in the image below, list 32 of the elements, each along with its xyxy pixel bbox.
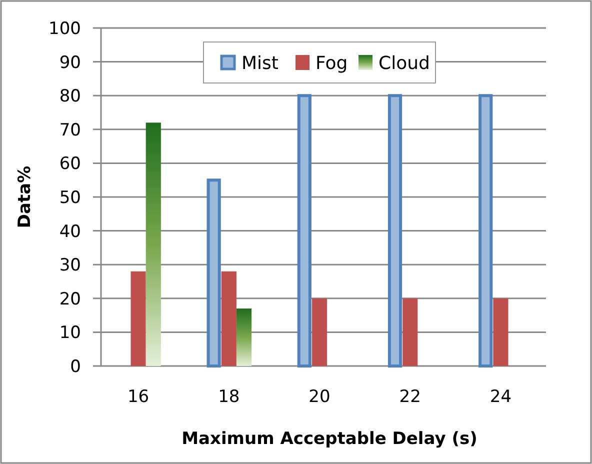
y-tick-label: 70 — [59, 120, 81, 140]
x-tick-label: 20 — [308, 387, 330, 407]
legend-label: Mist — [242, 53, 278, 74]
y-axis-title: Data% — [15, 166, 35, 228]
bar — [297, 94, 312, 368]
bar — [478, 94, 493, 368]
x-tick-label: 18 — [218, 387, 240, 407]
y-tick-label: 100 — [48, 18, 81, 39]
bar — [206, 178, 221, 368]
x-tick-label: 24 — [490, 387, 512, 407]
y-tick-label: 40 — [59, 222, 81, 242]
legend-label: Cloud — [378, 53, 430, 74]
y-tick-label: 50 — [59, 188, 81, 208]
bar — [236, 308, 252, 366]
y-tick-label: 20 — [59, 289, 81, 310]
bar — [312, 298, 328, 366]
y-tick-label: 30 — [59, 256, 81, 276]
bar — [493, 298, 508, 366]
bar — [221, 271, 236, 366]
x-tick-label: 22 — [399, 387, 421, 407]
y-tick-label: 10 — [59, 323, 81, 344]
bar — [402, 298, 418, 366]
y-tick-label: 80 — [59, 86, 81, 107]
bar — [146, 122, 161, 366]
y-tick-label: 90 — [59, 52, 81, 73]
y-tick-label: 60 — [59, 154, 81, 174]
x-axis-title: Maximum Acceptable Delay (s) — [182, 429, 478, 449]
bar — [130, 271, 146, 366]
y-tick-label: 0 — [70, 356, 81, 377]
x-tick-label: 16 — [127, 387, 150, 407]
bar — [388, 94, 402, 368]
legend-label: Fog — [316, 53, 348, 74]
